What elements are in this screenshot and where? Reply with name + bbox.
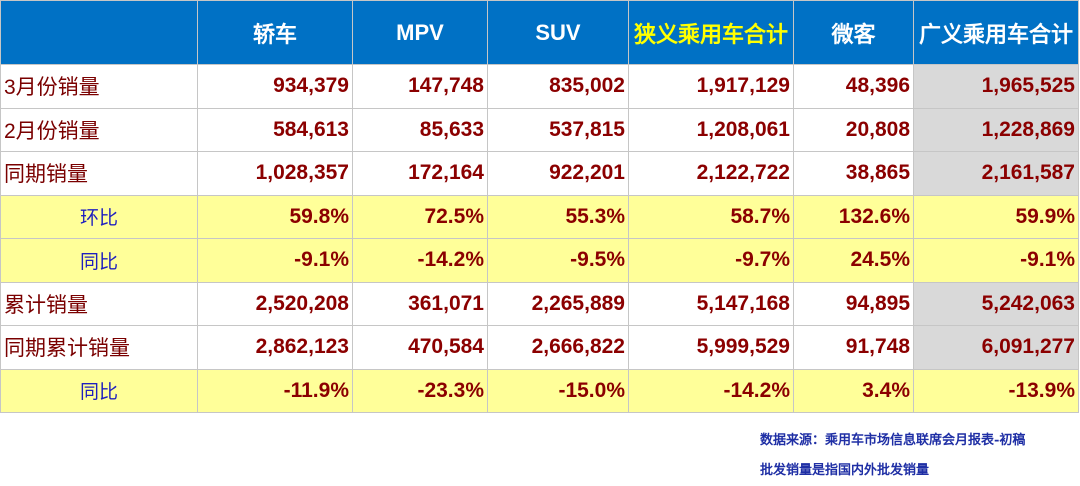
- table-row: 同期销量 1,028,357 172,164 922,201 2,122,722 38,8…: [0, 151, 1079, 196]
- table-cell: 1,917,129: [628, 64, 794, 109]
- table-cell: 91,748: [793, 325, 914, 370]
- table-cell: 147,748: [352, 64, 488, 109]
- table-cell: 922,201: [487, 151, 629, 196]
- header-cell-corner: [0, 0, 198, 65]
- table-cell: 835,002: [487, 64, 629, 109]
- table-cell: 59.9%: [913, 194, 1079, 239]
- table-cell: -14.2%: [352, 238, 488, 283]
- table-cell: 58.7%: [628, 194, 794, 239]
- footnotes: 数据来源：乘用车市场信息联席会月报表-初稿 批发销量是指国内外批发销量: [760, 426, 1025, 486]
- table-row: 同期累计销量 2,862,123 470,584 2,666,822 5,999,529…: [0, 325, 1079, 370]
- row-label: 累计销量: [0, 281, 198, 326]
- header-cell-narrow-total: 狭义乘用车合计: [628, 0, 794, 65]
- table-cell: -15.0%: [487, 368, 629, 413]
- table-cell: 2,520,208: [197, 281, 353, 326]
- table-cell: 470,584: [352, 325, 488, 370]
- table-cell: 132.6%: [793, 194, 914, 239]
- table-cell: 1,028,357: [197, 151, 353, 196]
- table-cell: 172,164: [352, 151, 488, 196]
- table-cell: -9.7%: [628, 238, 794, 283]
- table-cell: 72.5%: [352, 194, 488, 239]
- header-cell-mpv: MPV: [352, 0, 488, 65]
- table-cell: 6,091,277: [913, 325, 1079, 370]
- table-cell: 361,071: [352, 281, 488, 326]
- table-cell: -23.3%: [352, 368, 488, 413]
- table-cell: 2,161,587: [913, 151, 1079, 196]
- header-row: 轿车 MPV SUV 狭义乘用车合计 微客 广义乘用车合计: [0, 0, 1079, 65]
- table-row: 环比 59.8% 72.5% 55.3% 58.7% 132.6% 59.9%: [0, 194, 1079, 239]
- row-label: 3月份销量: [0, 64, 198, 109]
- table-cell: 1,228,869: [913, 107, 1079, 152]
- table-cell: 85,633: [352, 107, 488, 152]
- table-cell: 38,865: [793, 151, 914, 196]
- table-cell: -9.5%: [487, 238, 629, 283]
- row-label: 同期销量: [0, 151, 198, 196]
- table-cell: 5,999,529: [628, 325, 794, 370]
- table-cell: 5,242,063: [913, 281, 1079, 326]
- table-cell: 20,808: [793, 107, 914, 152]
- header-cell-sedan: 轿车: [197, 0, 353, 65]
- table-cell: 2,666,822: [487, 325, 629, 370]
- table-cell: 2,265,889: [487, 281, 629, 326]
- table-row: 累计销量 2,520,208 361,071 2,265,889 5,147,168 94…: [0, 281, 1079, 326]
- table-body: 3月份销量 934,379 147,748 835,002 1,917,129 48,39…: [0, 64, 1079, 413]
- table-row: 3月份销量 934,379 147,748 835,002 1,917,129 48,39…: [0, 64, 1079, 109]
- table-cell: 1,965,525: [913, 64, 1079, 109]
- table-cell: -9.1%: [913, 238, 1079, 283]
- table-cell: 2,862,123: [197, 325, 353, 370]
- table-cell: 94,895: [793, 281, 914, 326]
- header-cell-suv: SUV: [487, 0, 629, 65]
- table-cell: 24.5%: [793, 238, 914, 283]
- table-cell: 59.8%: [197, 194, 353, 239]
- header-cell-minibus: 微客: [793, 0, 914, 65]
- row-label: 同比: [0, 238, 198, 283]
- header-cell-broad-total: 广义乘用车合计: [913, 0, 1079, 65]
- table-cell: 2,122,722: [628, 151, 794, 196]
- row-label: 2月份销量: [0, 107, 198, 152]
- table-cell: 3.4%: [793, 368, 914, 413]
- table-row: 同比 -11.9% -23.3% -15.0% -14.2% 3.4% -13.9%: [0, 368, 1079, 413]
- table-cell: -9.1%: [197, 238, 353, 283]
- table-row: 同比 -9.1% -14.2% -9.5% -9.7% 24.5% -9.1%: [0, 238, 1079, 283]
- table-cell: 48,396: [793, 64, 914, 109]
- table-cell: 1,208,061: [628, 107, 794, 152]
- table-cell: 537,815: [487, 107, 629, 152]
- table-cell: 55.3%: [487, 194, 629, 239]
- row-label: 同期累计销量: [0, 325, 198, 370]
- table-row: 2月份销量 584,613 85,633 537,815 1,208,061 20,808…: [0, 107, 1079, 152]
- table-cell: 5,147,168: [628, 281, 794, 326]
- table-cell: -13.9%: [913, 368, 1079, 413]
- table-cell: -11.9%: [197, 368, 353, 413]
- row-label: 环比: [0, 194, 198, 239]
- table-cell: 934,379: [197, 64, 353, 109]
- row-label: 同比: [0, 368, 198, 413]
- definition-note: 批发销量是指国内外批发销量: [760, 463, 930, 478]
- table-cell: 584,613: [197, 107, 353, 152]
- table-cell: -14.2%: [628, 368, 794, 413]
- source-note: 数据来源：乘用车市场信息联席会月报表-初稿: [760, 433, 1026, 448]
- sales-table: 轿车 MPV SUV 狭义乘用车合计 微客 广义乘用车合计 3月份销量 934,3…: [0, 0, 1079, 413]
